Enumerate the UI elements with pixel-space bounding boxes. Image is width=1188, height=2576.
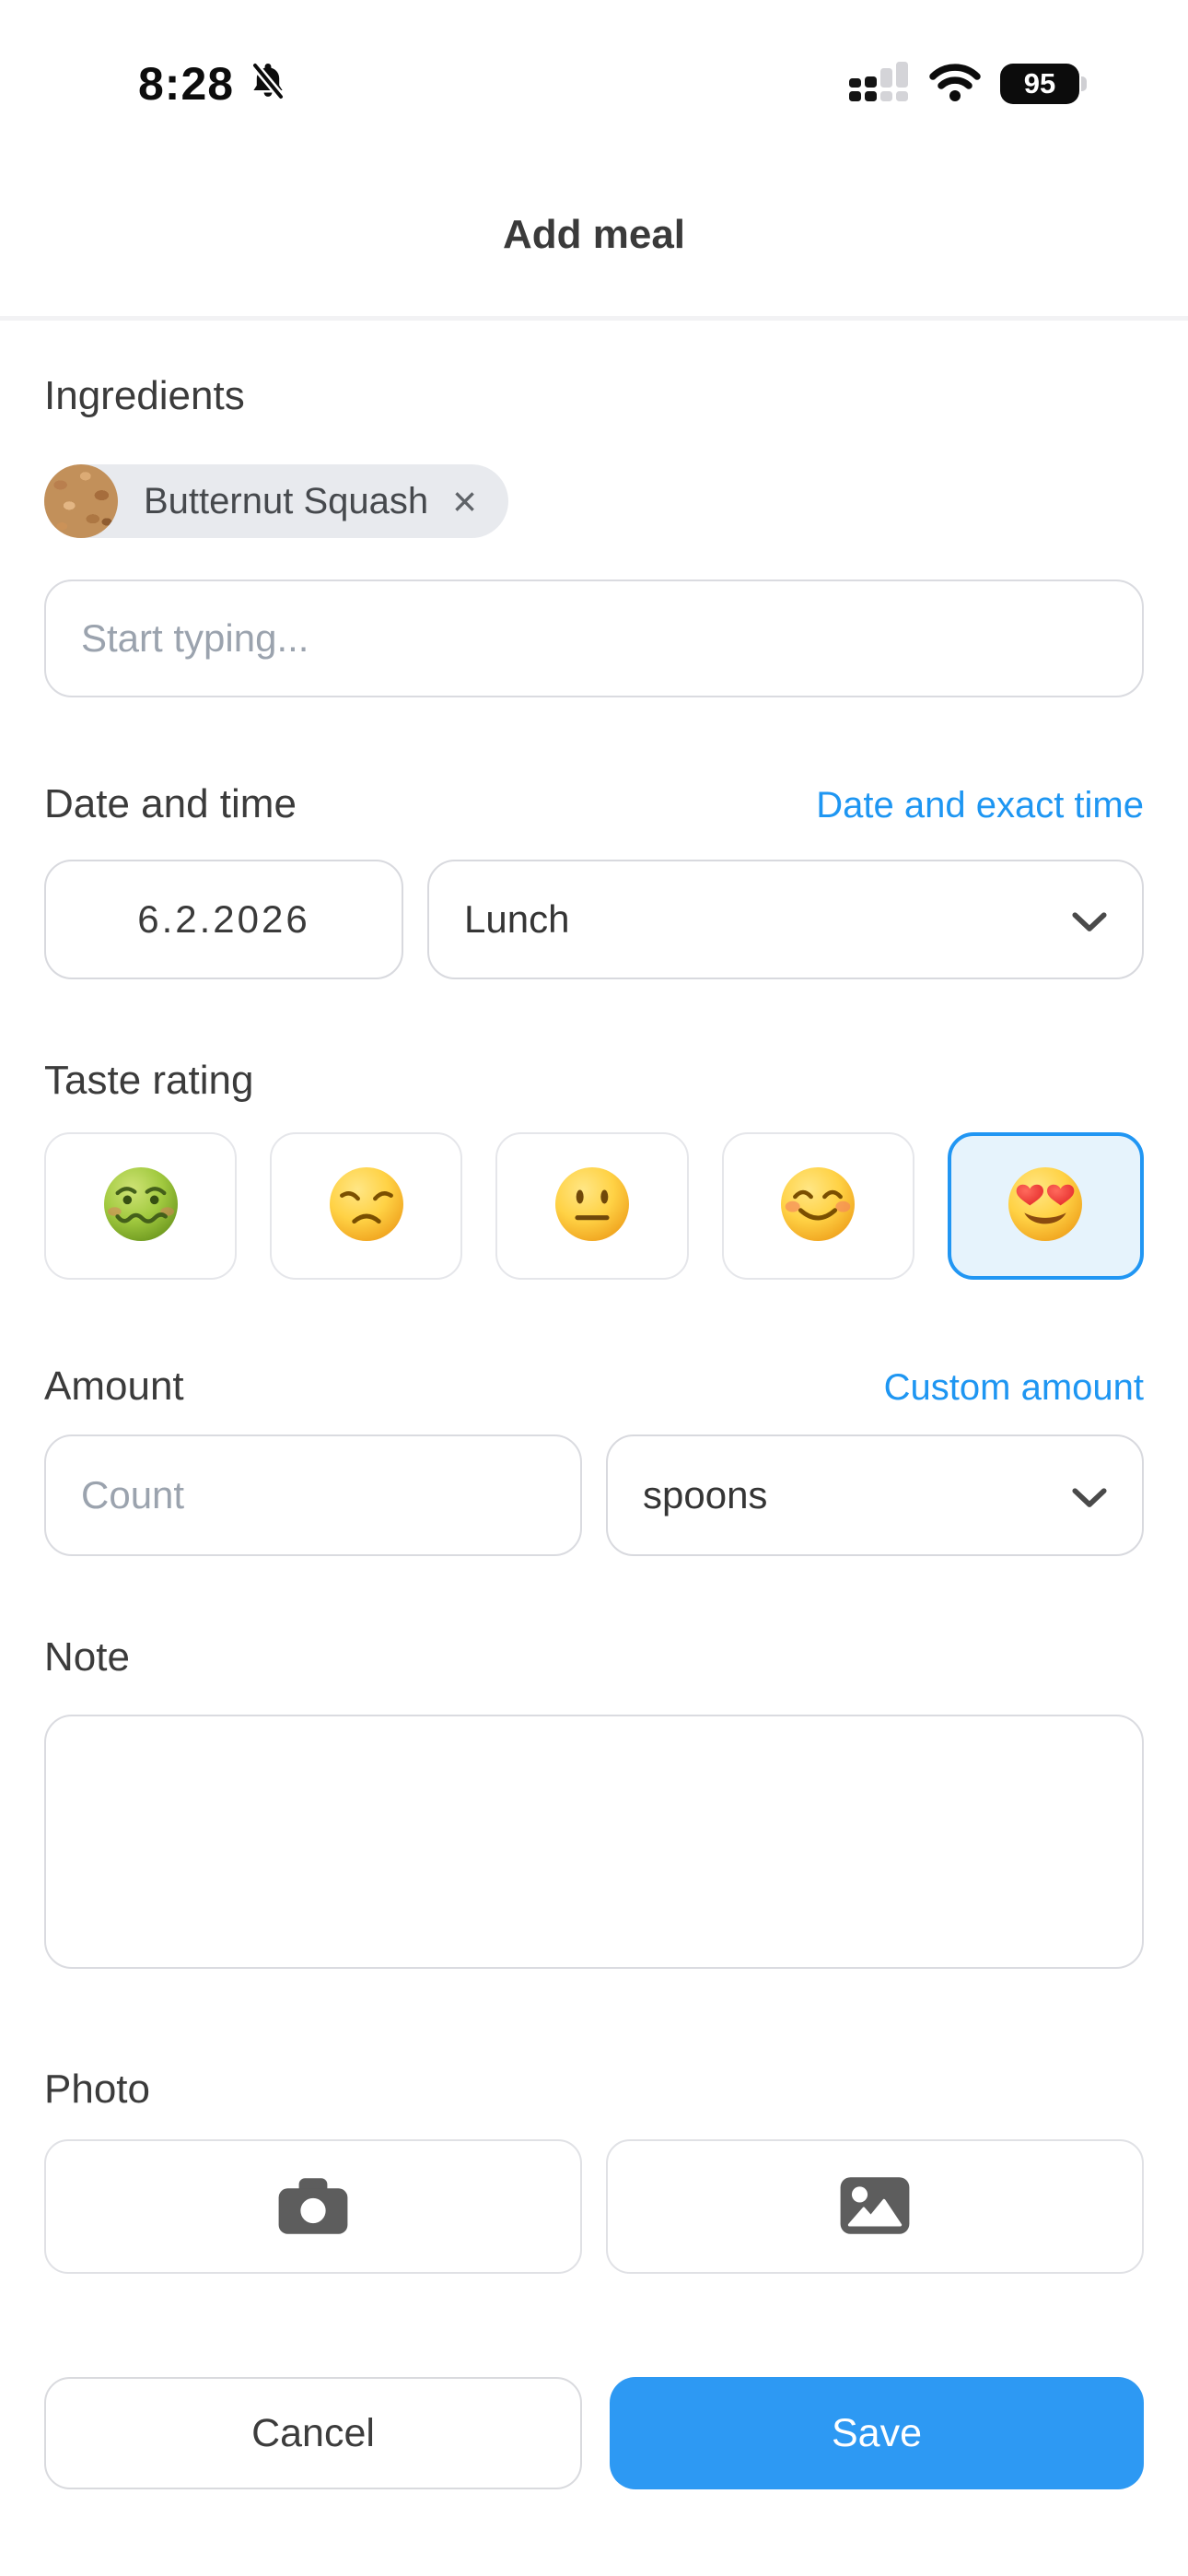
gallery-image-icon [838, 2175, 912, 2239]
ingredient-chip-label: Butternut Squash [144, 480, 429, 521]
note-textarea[interactable] [44, 1715, 1144, 1969]
header-divider [0, 316, 1188, 321]
date-exact-time-link[interactable]: Date and exact time [816, 785, 1144, 825]
header: Add meal [0, 129, 1188, 316]
page-title: Add meal [502, 211, 686, 257]
taste-option-nauseated[interactable] [44, 1132, 238, 1280]
taste-option-neutral[interactable] [495, 1132, 689, 1280]
ingredient-search-input[interactable] [44, 580, 1144, 697]
note-label: Note [44, 1634, 130, 1680]
camera-icon [276, 2175, 350, 2239]
date-field[interactable]: 6.2.2026 [44, 860, 403, 979]
remove-ingredient-icon[interactable]: × [452, 477, 477, 525]
disappointed-face-emoji-icon [322, 1160, 411, 1253]
date-value: 6.2.2026 [137, 897, 310, 941]
chevron-down-icon [1072, 897, 1107, 942]
smiling-face-emoji-icon [774, 1160, 862, 1253]
custom-amount-link[interactable]: Custom amount [883, 1367, 1144, 1408]
amount-label: Amount [44, 1364, 184, 1409]
taste-option-smiling[interactable] [721, 1132, 914, 1280]
status-bar: 8:28 [0, 0, 1188, 129]
battery-indicator: 95 [1000, 64, 1087, 104]
cancel-button[interactable]: Cancel [44, 2377, 582, 2489]
count-input[interactable] [44, 1434, 582, 1556]
unit-value: spoons [643, 1473, 768, 1516]
battery-percent: 95 [1000, 64, 1079, 104]
unit-select[interactable]: spoons [606, 1434, 1144, 1556]
save-button[interactable]: Save [610, 2377, 1144, 2489]
neutral-face-emoji-icon [548, 1160, 636, 1253]
wifi-icon [928, 62, 982, 107]
taste-rating-label: Taste rating [44, 1058, 254, 1103]
notifications-muted-bell-icon [247, 60, 289, 109]
ingredients-label: Ingredients [44, 373, 245, 418]
battery-nub [1081, 76, 1087, 91]
taste-option-heart-eyes[interactable] [947, 1132, 1145, 1280]
taste-rating-options [44, 1132, 1145, 1280]
ingredient-thumbnail [44, 464, 118, 538]
nauseated-face-emoji-icon [97, 1160, 185, 1253]
meal-type-select[interactable]: Lunch [427, 860, 1144, 979]
status-time: 8:28 [138, 58, 235, 110]
datetime-label: Date and time [44, 781, 297, 826]
ingredient-chip[interactable]: Butternut Squash × [44, 464, 508, 538]
taste-option-disappointed[interactable] [270, 1132, 463, 1280]
cellular-signal-icon [849, 61, 910, 107]
photo-label: Photo [44, 2067, 150, 2112]
heart-eyes-face-emoji-icon [1001, 1160, 1089, 1253]
meal-type-value: Lunch [464, 897, 570, 941]
take-photo-button[interactable] [44, 2139, 582, 2274]
choose-from-gallery-button[interactable] [606, 2139, 1144, 2274]
chevron-down-icon [1072, 1473, 1107, 1517]
